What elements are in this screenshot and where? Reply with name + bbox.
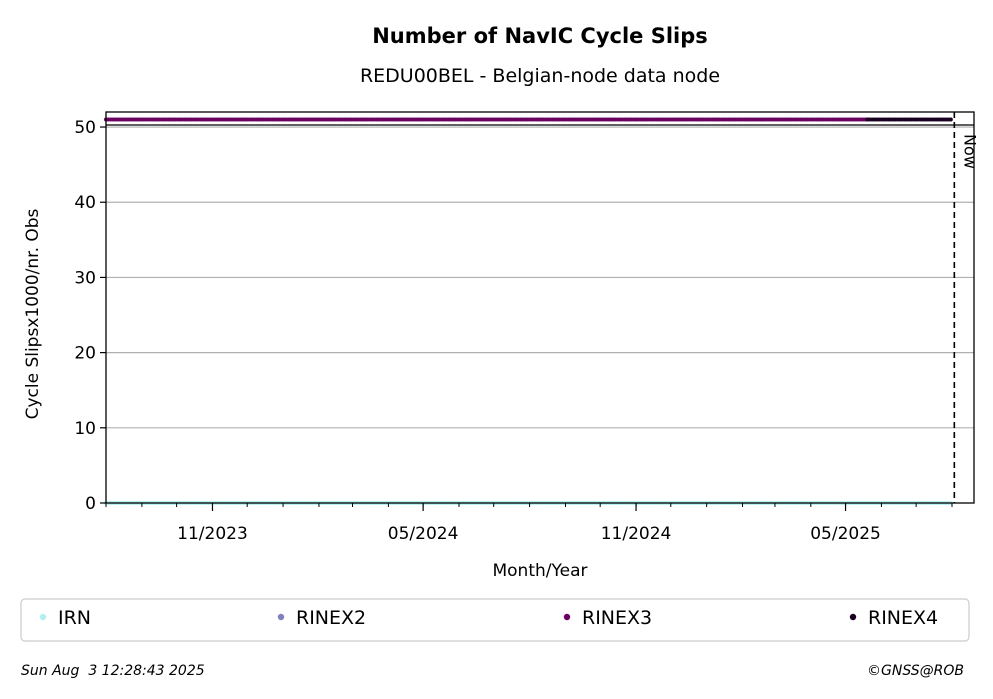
legend: IRN RINEX2 RINEX3 RINEX4 (39, 607, 938, 629)
data-marks (104, 117, 953, 505)
y-tick-label: 0 (85, 494, 96, 514)
now-label: Now (960, 134, 979, 169)
legend-marker-rinex3 (563, 613, 571, 621)
legend-label-rinex2: RINEX2 (296, 607, 366, 629)
legend-label-irn: IRN (58, 607, 91, 629)
legend-marker-rinex2 (277, 613, 285, 621)
x-axis: 11/2023 05/2024 11/2024 05/2025 (105, 503, 953, 544)
now-marker: Now (953, 112, 979, 503)
x-tick-label: 05/2025 (810, 524, 881, 544)
legend-label-rinex4: RINEX4 (868, 607, 938, 629)
y-tick-label: 10 (74, 419, 96, 439)
y-tick-label: 50 (74, 118, 96, 138)
legend-label-rinex3: RINEX3 (582, 607, 652, 629)
footer-credit: ©GNSS@ROB (867, 663, 964, 679)
y-tick-label: 40 (74, 193, 96, 213)
x-tick-label: 11/2024 (601, 524, 672, 544)
x-axis-label: Month/Year (492, 561, 587, 581)
y-tick-label: 20 (74, 344, 96, 364)
x-tick-label: 05/2024 (388, 524, 459, 544)
legend-marker-rinex4 (849, 613, 857, 621)
y-axis: 0 10 20 30 40 50 (74, 118, 106, 514)
legend-marker-irn (39, 613, 47, 621)
x-tick-label: 11/2023 (177, 524, 248, 544)
footer-timestamp: Sun Aug 3 12:28:43 2025 (21, 663, 205, 679)
data-point-rinex4 (948, 117, 953, 122)
grid-lines (106, 126, 974, 429)
y-tick-label: 30 (74, 268, 96, 288)
legend-box (20, 598, 970, 642)
y-axis-label: Cycle Slipsx1000/nr. Obs (23, 208, 43, 419)
plot-frame (105, 111, 975, 504)
chart-subtitle: REDU00BEL - Belgian-node data node (360, 65, 720, 87)
chart-title: Number of NavIC Cycle Slips (372, 24, 708, 48)
